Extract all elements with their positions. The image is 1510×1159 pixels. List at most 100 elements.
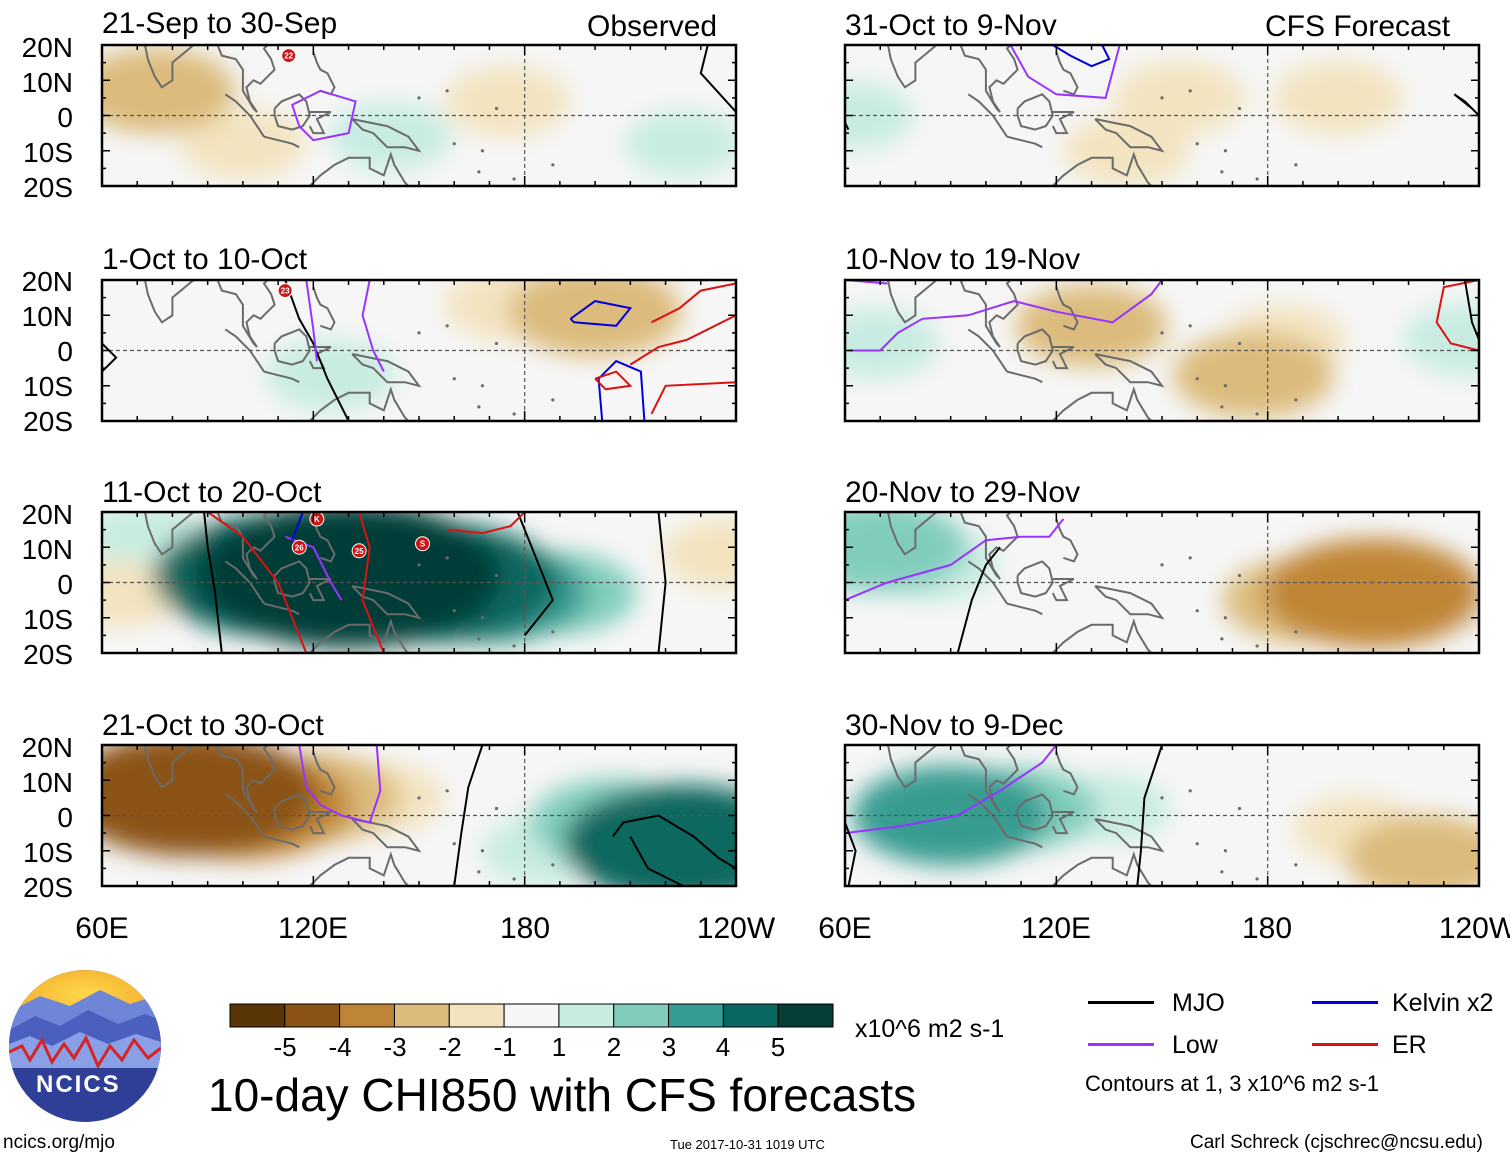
island bbox=[445, 789, 449, 793]
anomaly-blob bbox=[102, 48, 236, 134]
coastlines bbox=[143, 512, 555, 653]
island bbox=[1294, 398, 1298, 402]
legend-kelvin-swatch bbox=[1312, 1001, 1378, 1004]
island bbox=[417, 96, 421, 100]
contours bbox=[845, 745, 1163, 886]
site-link[interactable]: ncics.org/mjo bbox=[3, 1132, 115, 1153]
island bbox=[1160, 331, 1164, 335]
lon-tick-60e-right: 60E bbox=[818, 912, 872, 945]
anomaly-blob bbox=[444, 65, 571, 137]
anomaly-blob bbox=[1015, 284, 1168, 367]
lat-tick-0-3: 0 bbox=[57, 569, 73, 600]
colorbar-tick-minus4: -4 bbox=[328, 1032, 352, 1062]
island bbox=[1188, 324, 1192, 328]
colorbar-tick-minus5: -5 bbox=[273, 1032, 297, 1062]
panel-title-fc-4: 30-Nov to 9-Dec bbox=[845, 709, 1064, 742]
island bbox=[1223, 849, 1227, 853]
panel-8 bbox=[843, 743, 1481, 888]
colorbar-swatch bbox=[339, 1003, 395, 1028]
anomaly-blob bbox=[330, 102, 452, 172]
coastline bbox=[1047, 618, 1153, 653]
anomaly-blob bbox=[102, 745, 317, 856]
lat-tick-10n-3: 10N bbox=[21, 534, 73, 565]
colorbar-swatch bbox=[777, 1003, 834, 1028]
coastline bbox=[1016, 560, 1054, 598]
coastline bbox=[304, 386, 410, 421]
contours bbox=[102, 280, 736, 421]
lat-tick-20n-3: 20N bbox=[21, 499, 73, 530]
storm-label: 23 bbox=[281, 287, 290, 296]
contour-mjo bbox=[699, 45, 736, 113]
island bbox=[1255, 177, 1259, 181]
lat-tick-0-4: 0 bbox=[57, 802, 73, 833]
island bbox=[551, 630, 555, 634]
contour-mjo bbox=[845, 822, 857, 886]
contours bbox=[845, 518, 1065, 653]
coastline bbox=[1047, 386, 1153, 421]
coastline bbox=[143, 512, 196, 556]
author-credit: Carl Schreck (cjschrec@ncsu.edu) bbox=[1190, 1132, 1483, 1153]
cfs-forecast-label: CFS Forecast bbox=[1265, 10, 1451, 43]
island bbox=[445, 324, 449, 328]
island bbox=[551, 163, 555, 167]
colorbar-units: x10^6 m2 s-1 bbox=[855, 1015, 1005, 1043]
coastline bbox=[308, 811, 332, 835]
lat-tick-10n-2: 10N bbox=[21, 301, 73, 332]
island bbox=[1237, 806, 1242, 811]
panel-7 bbox=[843, 510, 1481, 655]
contour-er bbox=[629, 314, 736, 366]
legend-er-label: ER bbox=[1392, 1031, 1427, 1059]
legend-mjo-swatch bbox=[1088, 1001, 1154, 1004]
contour-low bbox=[361, 280, 385, 373]
panel-title-fc-3: 20-Nov to 29-Nov bbox=[845, 476, 1081, 509]
lon-tick-60e-left: 60E bbox=[75, 912, 129, 945]
contour-mjo bbox=[1463, 280, 1479, 341]
coastlines bbox=[886, 745, 1298, 886]
legend-er-swatch bbox=[1312, 1043, 1378, 1046]
coastline bbox=[304, 618, 410, 653]
lat-tick-10s-4: 10S bbox=[23, 837, 73, 868]
lon-tick-180-left: 180 bbox=[499, 912, 551, 945]
coastline bbox=[1016, 328, 1054, 366]
island bbox=[1294, 630, 1298, 634]
island bbox=[452, 609, 456, 613]
anomaly-blob bbox=[1272, 61, 1404, 135]
storm-label: K bbox=[314, 515, 320, 524]
panel-title-obs-2: 1-Oct to 10-Oct bbox=[102, 243, 308, 276]
anomaly-blob bbox=[845, 81, 915, 150]
island bbox=[1294, 163, 1298, 167]
coastline bbox=[959, 280, 1019, 348]
anomaly-blob bbox=[662, 518, 736, 590]
coastline bbox=[216, 745, 276, 813]
lon-tick-120w-left: 120W bbox=[696, 912, 776, 945]
coastline bbox=[886, 280, 939, 324]
island bbox=[1195, 609, 1199, 613]
colorbar bbox=[229, 1003, 834, 1028]
island bbox=[477, 405, 481, 409]
panel-title-obs-1: 21-Sep to 30-Sep bbox=[102, 7, 338, 40]
contour-mjo bbox=[284, 280, 350, 421]
main-title: 10-day CHI850 with CFS forecasts bbox=[208, 1069, 917, 1121]
lat-tick-10s-2: 10S bbox=[23, 371, 73, 402]
coastline bbox=[312, 751, 336, 796]
legend-kelvin-label: Kelvin x2 bbox=[1392, 989, 1494, 1017]
island bbox=[1188, 556, 1192, 560]
coastline bbox=[886, 45, 939, 89]
panel-5 bbox=[843, 43, 1481, 188]
coastline bbox=[216, 280, 276, 348]
panel-4 bbox=[100, 743, 738, 888]
contour-kelvin bbox=[291, 512, 304, 541]
coastlines bbox=[886, 280, 1298, 421]
coastline bbox=[312, 286, 336, 331]
logo-text: NCICS bbox=[36, 1071, 121, 1098]
legend-mjo-label: MJO bbox=[1172, 989, 1225, 1017]
island bbox=[1220, 405, 1224, 409]
island bbox=[512, 177, 516, 181]
lat-tick-20s-1: 20S bbox=[23, 172, 73, 203]
island bbox=[1223, 149, 1227, 153]
island bbox=[1195, 142, 1199, 146]
coastline bbox=[1094, 818, 1165, 853]
island bbox=[494, 106, 499, 111]
island bbox=[494, 341, 499, 346]
storm-label: 22 bbox=[284, 52, 293, 61]
